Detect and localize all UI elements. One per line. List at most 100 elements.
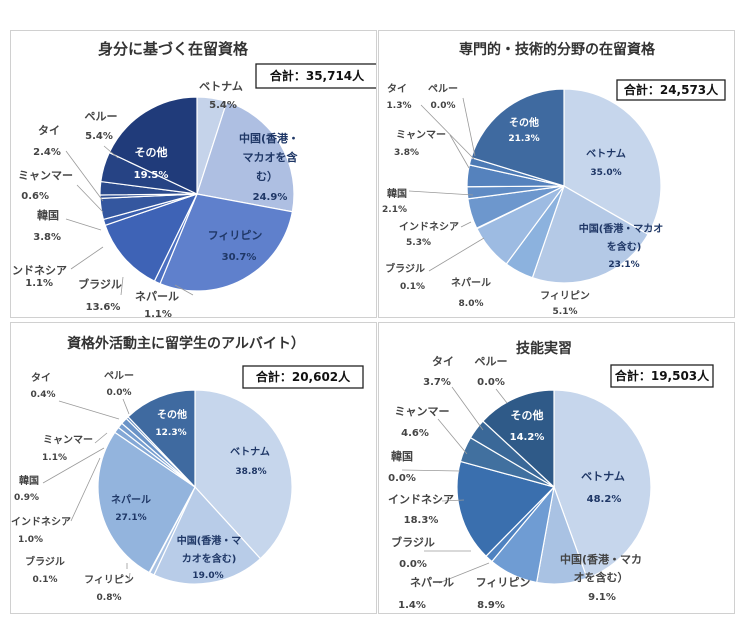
slice-value-label: 3.8% bbox=[394, 148, 419, 158]
slice-name-label: 韓国 bbox=[37, 208, 59, 222]
slice-name-label: ブラジル bbox=[78, 277, 122, 291]
slice-name-label: インドネシア bbox=[399, 221, 459, 233]
slice-value-label: 21.3% bbox=[508, 134, 539, 144]
slice-value-label: 3.7% bbox=[423, 377, 451, 388]
slice-name-label: フィリピン bbox=[540, 290, 590, 302]
slice-value-label: 9.1% bbox=[588, 592, 616, 603]
slice-value-label: 38.8% bbox=[235, 467, 266, 477]
leader-line bbox=[128, 572, 131, 582]
leader-line bbox=[122, 398, 130, 415]
slice-value-label: 0.1% bbox=[33, 575, 58, 585]
slice-value-label: 1.1% bbox=[42, 453, 67, 463]
slice-name-label: ベトナム bbox=[581, 470, 625, 483]
slice-value-label: 35.0% bbox=[590, 168, 621, 178]
slice-name-label: ブラジル bbox=[25, 555, 65, 568]
slice-value-label: 8.9% bbox=[477, 600, 505, 611]
chart-title: 技能実習 bbox=[516, 340, 572, 357]
slice-name-label-line: マカオを含 bbox=[243, 150, 299, 164]
total-label: 合計：35,714人 bbox=[270, 68, 365, 83]
leader-line bbox=[437, 418, 468, 455]
slice-name-label: 中国(香港・マカオ bbox=[579, 222, 664, 235]
slice-name-label: タイ bbox=[387, 83, 407, 95]
chart-title: 資格外活動主に留学生のアルバイト） bbox=[67, 335, 305, 352]
pie-slice bbox=[531, 185, 649, 284]
slice-value-label: 0.9% bbox=[14, 493, 39, 503]
leader-line bbox=[94, 432, 108, 444]
slice-value-label: 0.4% bbox=[31, 390, 56, 400]
slice-value-label: 19.5% bbox=[134, 170, 169, 181]
slice-value-label: 8.0% bbox=[459, 299, 484, 309]
slice-value-label: 0.0% bbox=[107, 388, 132, 398]
slice-value-label: 0.0% bbox=[431, 101, 456, 111]
total-box bbox=[242, 365, 364, 389]
slice-name-label: ベトナム bbox=[230, 446, 270, 458]
slice-name-label: ブラジル bbox=[391, 535, 435, 549]
slice-value-label: 1.3% bbox=[387, 101, 412, 111]
slice-name-label: その他 bbox=[157, 408, 187, 421]
slice-value-label: 1.0% bbox=[18, 535, 43, 545]
slice-value-label: 24.9% bbox=[253, 192, 288, 203]
total-label: 合計：20,602人 bbox=[256, 369, 351, 384]
leader-line bbox=[65, 218, 102, 231]
slice-name-label: 中国(香港・マ bbox=[177, 534, 242, 547]
slice-value-label: 1.1% bbox=[25, 278, 53, 289]
leader-line bbox=[70, 246, 104, 270]
slice-name-label: インドネシア bbox=[11, 516, 71, 528]
pie-slice bbox=[553, 389, 652, 579]
pie-slice bbox=[108, 96, 198, 195]
slice-name-label: その他 bbox=[135, 145, 168, 159]
leader-line bbox=[460, 221, 472, 228]
leader-line bbox=[451, 386, 484, 431]
leader-line bbox=[120, 276, 124, 296]
leader-line bbox=[438, 562, 490, 584]
pie-slice bbox=[153, 485, 262, 585]
pie-slice bbox=[563, 88, 662, 236]
slice-name-label: ネパール bbox=[135, 290, 179, 303]
leader-line bbox=[76, 184, 104, 213]
slice-name-label-line: カオを含む) bbox=[182, 552, 237, 565]
slice-name-label: タイ bbox=[38, 124, 60, 137]
slice-value-label: 19.0% bbox=[192, 571, 223, 581]
total-box bbox=[610, 364, 714, 388]
slice-value-label: 0.1% bbox=[400, 282, 425, 292]
slice-name-label: フィリピン bbox=[208, 229, 263, 242]
slice-name-label-line: オを含む） bbox=[574, 570, 629, 584]
leader-line bbox=[174, 284, 194, 296]
total-box bbox=[616, 79, 726, 101]
slice-value-label: 2.4% bbox=[33, 147, 61, 158]
slice-name-label: 中国(香港・ bbox=[239, 131, 299, 145]
slice-value-label: 0.0% bbox=[388, 473, 416, 484]
slice-name-label: ペルー bbox=[85, 110, 118, 123]
slice-value-label: 13.6% bbox=[86, 302, 121, 313]
chart-panel-status-based: 身分に基づく在留資格 合計：35,714人 ベトナム 5.4% 中国(香港・ マカオを含む… bbox=[10, 30, 377, 318]
slice-name-label: フィリピン bbox=[476, 576, 531, 589]
slice-name-label: ミャンマー bbox=[43, 434, 93, 446]
slice-value-label: 2.1% bbox=[382, 205, 407, 215]
slice-name-label: タイ bbox=[31, 372, 51, 384]
leader-line bbox=[103, 145, 119, 159]
slice-name-label: タイ bbox=[432, 355, 454, 368]
pie-slice bbox=[127, 389, 196, 489]
slice-name-label: ペルー bbox=[104, 371, 134, 382]
slice-name-label: その他 bbox=[511, 408, 544, 422]
slice-value-label: 1.4% bbox=[398, 600, 426, 611]
slice-value-label: 27.1% bbox=[115, 513, 146, 523]
total-label: 合計：19,503人 bbox=[615, 368, 710, 383]
pie-slice bbox=[97, 431, 196, 574]
pie-slice bbox=[104, 192, 199, 282]
slice-name-label: ミャンマー bbox=[18, 169, 73, 182]
chart-title: 専門的・技術的分野の在留資格 bbox=[459, 41, 656, 58]
slice-value-label: 1.1% bbox=[144, 309, 172, 317]
pie-slice bbox=[196, 100, 295, 213]
slice-name-label: ベトナム bbox=[199, 80, 243, 93]
pie-slice bbox=[482, 389, 555, 489]
leader-line bbox=[70, 457, 101, 522]
chart-panel-professional: 専門的・技術的分野の在留資格 合計：24,573人 ベトナム 35.0% 中国(香港・マ… bbox=[378, 30, 735, 318]
slice-name-label-line: を含む) bbox=[607, 240, 642, 253]
leader-line bbox=[408, 190, 474, 196]
leader-line bbox=[462, 97, 476, 157]
slice-value-label: 5.3% bbox=[406, 238, 431, 248]
slice-value-label: 0.0% bbox=[399, 559, 427, 570]
